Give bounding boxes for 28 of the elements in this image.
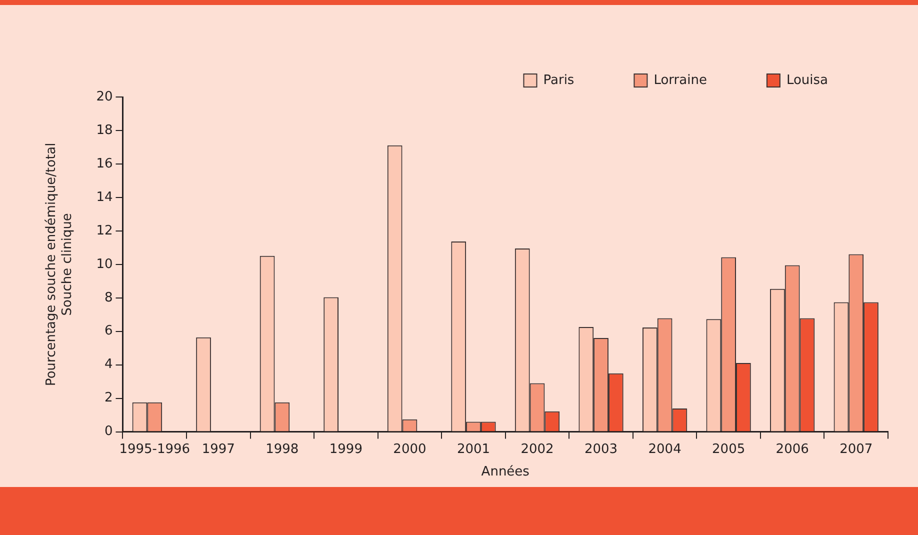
y-tick-label: 8 — [104, 290, 113, 306]
y-tick-label: 18 — [96, 122, 113, 138]
y-tick-label: 6 — [104, 324, 113, 339]
x-tick-label: 1999 — [329, 442, 362, 457]
x-tick-label: 2004 — [648, 442, 682, 457]
y-tick-label: 4 — [104, 357, 113, 372]
x-tick-label: 2006 — [776, 442, 809, 457]
legend-label: Louisa — [786, 72, 828, 88]
x-tick-label: 1997 — [202, 442, 235, 457]
x-axis-title: Années — [481, 464, 530, 480]
x-tick-label: 2003 — [584, 442, 618, 457]
x-tick-label: 2005 — [712, 442, 746, 457]
y-tick-label: 0 — [104, 424, 113, 440]
x-tick-label: 2001 — [456, 442, 490, 457]
y-tick-label: 12 — [96, 223, 113, 238]
y-tick-label: 20 — [96, 89, 113, 104]
x-tick-label: 2007 — [840, 442, 873, 457]
y-tick-label: 16 — [96, 156, 113, 172]
legend-label: Lorraine — [654, 72, 707, 88]
legend-label: Paris — [543, 72, 574, 88]
x-tick-label: 1998 — [266, 442, 299, 457]
x-tick-label: 1995-1996 — [119, 442, 190, 457]
y-tick-label: 2 — [104, 390, 113, 406]
y-axis-title: Pourcentage souche endémique/total Souche clinique — [44, 142, 75, 386]
x-tick-label: 2000 — [393, 442, 426, 457]
x-tick-label: 2002 — [520, 442, 554, 457]
y-tick-label: 10 — [96, 256, 113, 272]
y-tick-label: 14 — [96, 190, 113, 205]
